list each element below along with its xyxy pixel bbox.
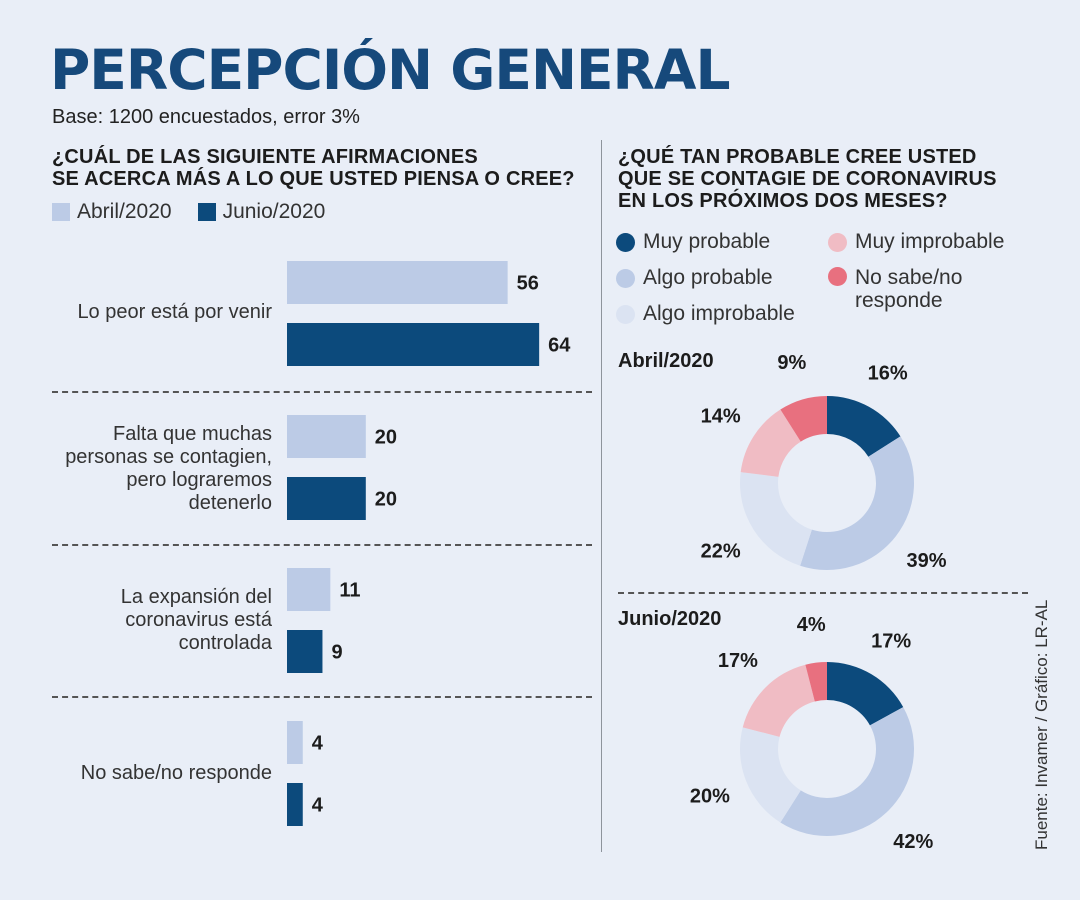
source-note: Fuente: Invamer / Gráfico: LR-AL: [1032, 599, 1051, 850]
category-separator: [52, 544, 592, 546]
legend-dot: [616, 232, 635, 252]
donut-slice: [800, 436, 914, 570]
legend-dot: [828, 232, 847, 252]
legend-dot: [828, 267, 847, 286]
category-label: Falta que muchas personas se contagien, …: [52, 423, 272, 515]
bar-value-label: 56: [517, 273, 539, 295]
legend-label: Algo probable: [643, 266, 773, 289]
legend-swatch-junio: [197, 203, 216, 221]
column-divider: [601, 140, 602, 852]
donut-slice: [740, 472, 812, 566]
category-label-line: Falta que muchas: [113, 423, 272, 445]
bar-value-label: 20: [375, 489, 397, 511]
donut-value-label: 16%: [868, 363, 908, 385]
legend-item-muy-probable: Muy probable: [616, 230, 770, 254]
legend-label: Muy improbable: [855, 230, 1005, 253]
bar-abril: [287, 721, 303, 764]
bar-junio: [287, 630, 323, 673]
donut-slice: [740, 727, 801, 823]
category-label-line: controlada: [178, 632, 272, 654]
bar-abril: [287, 261, 508, 304]
category-label: Lo peor está por venir: [52, 301, 272, 324]
donut-period-label: Junio/2020: [618, 608, 722, 630]
bar-chart-title: ¿CUÁL DE LAS SIGUIENTE AFIRMACIONES SE A…: [52, 146, 575, 190]
category-label-line: Lo peor está por venir: [77, 301, 272, 323]
bar-junio: [287, 783, 303, 826]
category-label-line: coronavirus está: [125, 609, 272, 631]
bar-chart-title-line: SE ACERCA MÁS A LO QUE USTED PIENSA O CR…: [52, 168, 575, 190]
donut-value-label: 20%: [690, 785, 730, 807]
donut-value-label: 17%: [718, 650, 758, 672]
bar-chart-legend: Abril/2020 Junio/2020: [52, 200, 325, 224]
bar-value-label: 20: [375, 427, 397, 449]
bar-value-label: 64: [548, 335, 571, 357]
donut-value-label: 4%: [797, 614, 826, 636]
bar-junio: [287, 477, 366, 520]
donut-separator: [618, 592, 1028, 594]
category-separator: [52, 696, 592, 698]
donut-slice: [740, 409, 801, 477]
legend-item-algo-probable: Algo probable: [616, 266, 773, 290]
bar-value-label: 11: [339, 580, 360, 602]
donut-value-label: 22%: [701, 541, 741, 563]
legend-label: Algo improbable: [643, 302, 795, 325]
donut-value-label: 42%: [893, 831, 933, 853]
donut-value-label: 17%: [871, 631, 911, 653]
legend-swatch-abril: [52, 203, 70, 221]
donut-value-label: 39%: [907, 550, 947, 572]
bar-abril: [287, 568, 331, 611]
bar-value-label: 4: [312, 795, 324, 817]
bar-junio: [287, 323, 540, 366]
category-label-line: No sabe/no responde: [80, 762, 272, 784]
legend-item-no-sabe: No sabe/no responde: [828, 266, 1005, 312]
donut-slice: [827, 662, 904, 726]
page-title: PERCEPCIÓN GENERAL: [50, 38, 731, 102]
legend-item-algo-improbable: Algo improbable: [616, 302, 795, 326]
donut-chart-title-line: EN LOS PRÓXIMOS DOS MESES?: [618, 190, 948, 212]
page-subtitle: Base: 1200 encuestados, error 3%: [52, 106, 360, 128]
category-label: No sabe/no responde: [52, 762, 272, 785]
legend-dot: [616, 304, 635, 324]
bar-chart-title-line: ¿CUÁL DE LAS SIGUIENTE AFIRMACIONES: [52, 146, 478, 168]
legend-dot: [616, 268, 635, 288]
donut-chart-title-line: ¿QUÉ TAN PROBABLE CREE USTED: [618, 146, 977, 168]
bar-value-label: 4: [312, 733, 324, 755]
donut-value-label: 14%: [701, 405, 741, 427]
category-label-line: pero lograremos: [126, 469, 272, 491]
legend-label: Muy probable: [643, 230, 771, 253]
donut-chart-title-line: QUE SE CONTAGIE DE CORONAVIRUS: [618, 168, 997, 190]
bar-value-label: 9: [331, 642, 342, 664]
category-separator: [52, 391, 592, 393]
bar-abril: [287, 415, 366, 458]
donut-slice: [780, 707, 915, 837]
legend-label: Abril/2020: [77, 200, 172, 223]
category-label-line: personas se contagien,: [65, 446, 272, 468]
category-label: La expansión del coronavirus está contro…: [52, 586, 272, 655]
donut-chart-title: ¿QUÉ TAN PROBABLE CREE USTED QUE SE CONT…: [618, 146, 997, 212]
legend-label: Junio/2020: [222, 200, 326, 223]
legend-item-junio: Junio/2020: [197, 200, 326, 224]
legend-item-muy-improbable: Muy improbable: [828, 230, 1004, 254]
bar-chart: 56 20 11 4 64 20 9 4: [287, 261, 571, 826]
category-label-line: La expansión del: [120, 586, 272, 608]
legend-label: No sabe/no responde: [855, 266, 963, 312]
donut-slice: [827, 396, 901, 457]
donut-value-label: 9%: [777, 352, 806, 374]
donut-slice: [780, 396, 827, 442]
donut-slice: [805, 662, 827, 702]
category-label-line: detenerlo: [188, 492, 272, 514]
legend-item-abril: Abril/2020: [52, 200, 172, 224]
donut-period-label: Abril/2020: [618, 350, 714, 372]
donut-slice: [742, 664, 815, 737]
